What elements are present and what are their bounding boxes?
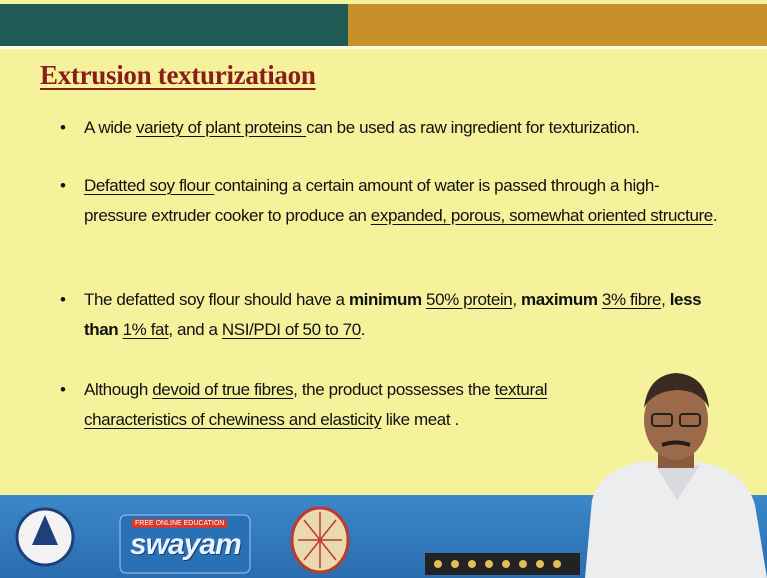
- slide-page: {"slide": {"title": "Extrusion texturiza…: [0, 0, 767, 578]
- footer-tagline: FREE ONLINE EDUCATION: [132, 519, 227, 528]
- presenter: [585, 373, 767, 578]
- logo-wheel-spokes: [298, 512, 342, 568]
- decorations: [0, 0, 767, 578]
- footer-brand: swayam: [130, 528, 241, 562]
